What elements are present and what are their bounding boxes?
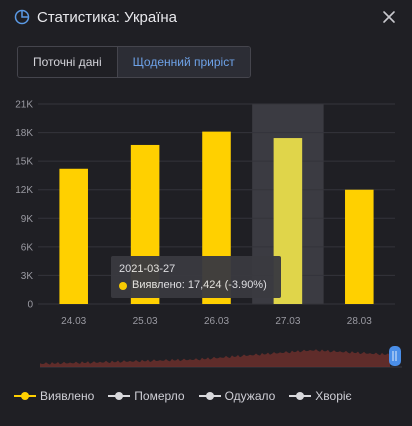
y-tick-label: 3K bbox=[21, 271, 34, 282]
time-range-overview[interactable] bbox=[40, 340, 402, 370]
legend-label: Виявлено bbox=[40, 389, 95, 403]
tab-daily-growth[interactable]: Щоденний приріст bbox=[116, 47, 250, 77]
chart-legend: Виявлено Померло Одужало Хворіє bbox=[14, 389, 366, 403]
tooltip-series-marker bbox=[119, 282, 127, 290]
legend-label: Померло bbox=[134, 389, 185, 403]
tooltip-date: 2021-03-27 bbox=[119, 263, 176, 275]
legend-item-sick[interactable]: Хворіє bbox=[289, 389, 352, 403]
x-tick-label: 25.03 bbox=[133, 316, 158, 327]
range-handle[interactable] bbox=[389, 346, 401, 366]
x-tick-label: 28.03 bbox=[347, 316, 372, 327]
y-tick-label: 6K bbox=[21, 242, 34, 253]
y-tick-label: 9K bbox=[21, 214, 34, 225]
overview-area bbox=[40, 349, 390, 367]
tooltip-value: Виявлено: 17,424 (-3.90%) bbox=[132, 279, 267, 291]
tab-current-data[interactable]: Поточні дані bbox=[18, 47, 117, 77]
bar bbox=[345, 189, 374, 304]
legend-item-recovered[interactable]: Одужало bbox=[198, 389, 276, 403]
legend-item-detected[interactable]: Виявлено bbox=[14, 389, 94, 403]
chart-tooltip: 2021-03-27 Виявлено: 17,424 (-3.90%) bbox=[111, 256, 281, 298]
y-tick-label: 12K bbox=[15, 185, 33, 196]
y-tick-label: 21K bbox=[15, 100, 33, 111]
window-title: Статистика: Україна bbox=[37, 9, 178, 26]
bar bbox=[59, 168, 88, 304]
legend-label: Одужало bbox=[224, 389, 276, 403]
pie-chart-icon bbox=[14, 9, 30, 25]
close-icon[interactable] bbox=[380, 8, 398, 26]
x-tick-label: 27.03 bbox=[275, 316, 300, 327]
legend-marker-icon bbox=[108, 391, 131, 401]
legend-marker-icon bbox=[198, 391, 221, 401]
view-tabs: Поточні дані Щоденний приріст bbox=[17, 46, 251, 78]
x-tick-label: 24.03 bbox=[61, 316, 86, 327]
legend-item-died[interactable]: Померло bbox=[108, 389, 185, 403]
window-header: Статистика: Україна bbox=[0, 0, 412, 36]
legend-marker-icon bbox=[14, 391, 36, 401]
legend-label: Хворіє bbox=[315, 389, 352, 403]
x-tick-label: 26.03 bbox=[204, 316, 229, 327]
y-tick-label: 15K bbox=[15, 157, 33, 168]
y-tick-label: 18K bbox=[15, 128, 33, 139]
y-tick-label: 0 bbox=[27, 300, 33, 311]
legend-marker-icon bbox=[289, 391, 312, 401]
